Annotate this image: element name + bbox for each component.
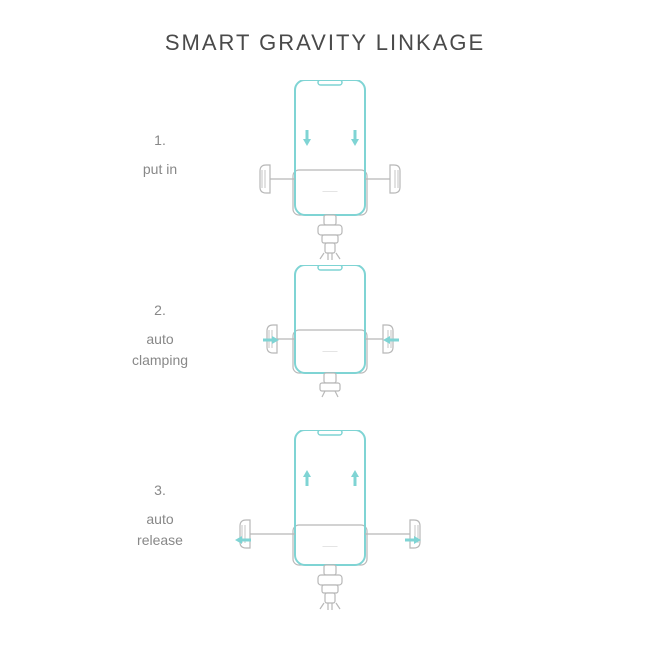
svg-text:———: ——— [323, 544, 338, 550]
page-title: SMART GRAVITY LINKAGE [0, 30, 650, 56]
step-2-text: autoclamping [110, 329, 210, 371]
step-3-diagram: ——— [235, 430, 435, 620]
step-3-label: 3. autorelease [110, 480, 210, 551]
step-1-label: 1. put in [110, 130, 210, 180]
step-3-num: 3. [110, 480, 210, 501]
step-2-label: 2. autoclamping [110, 300, 210, 371]
step-2-diagram: ——— [255, 265, 455, 455]
step-2-num: 2. [110, 300, 210, 321]
step-1-num: 1. [110, 130, 210, 151]
step-3-text: autorelease [110, 509, 210, 551]
svg-text:———: ——— [323, 349, 338, 355]
svg-text:———: ——— [323, 189, 338, 195]
step-1-text: put in [110, 159, 210, 180]
step-1-diagram: ——— [255, 80, 455, 270]
